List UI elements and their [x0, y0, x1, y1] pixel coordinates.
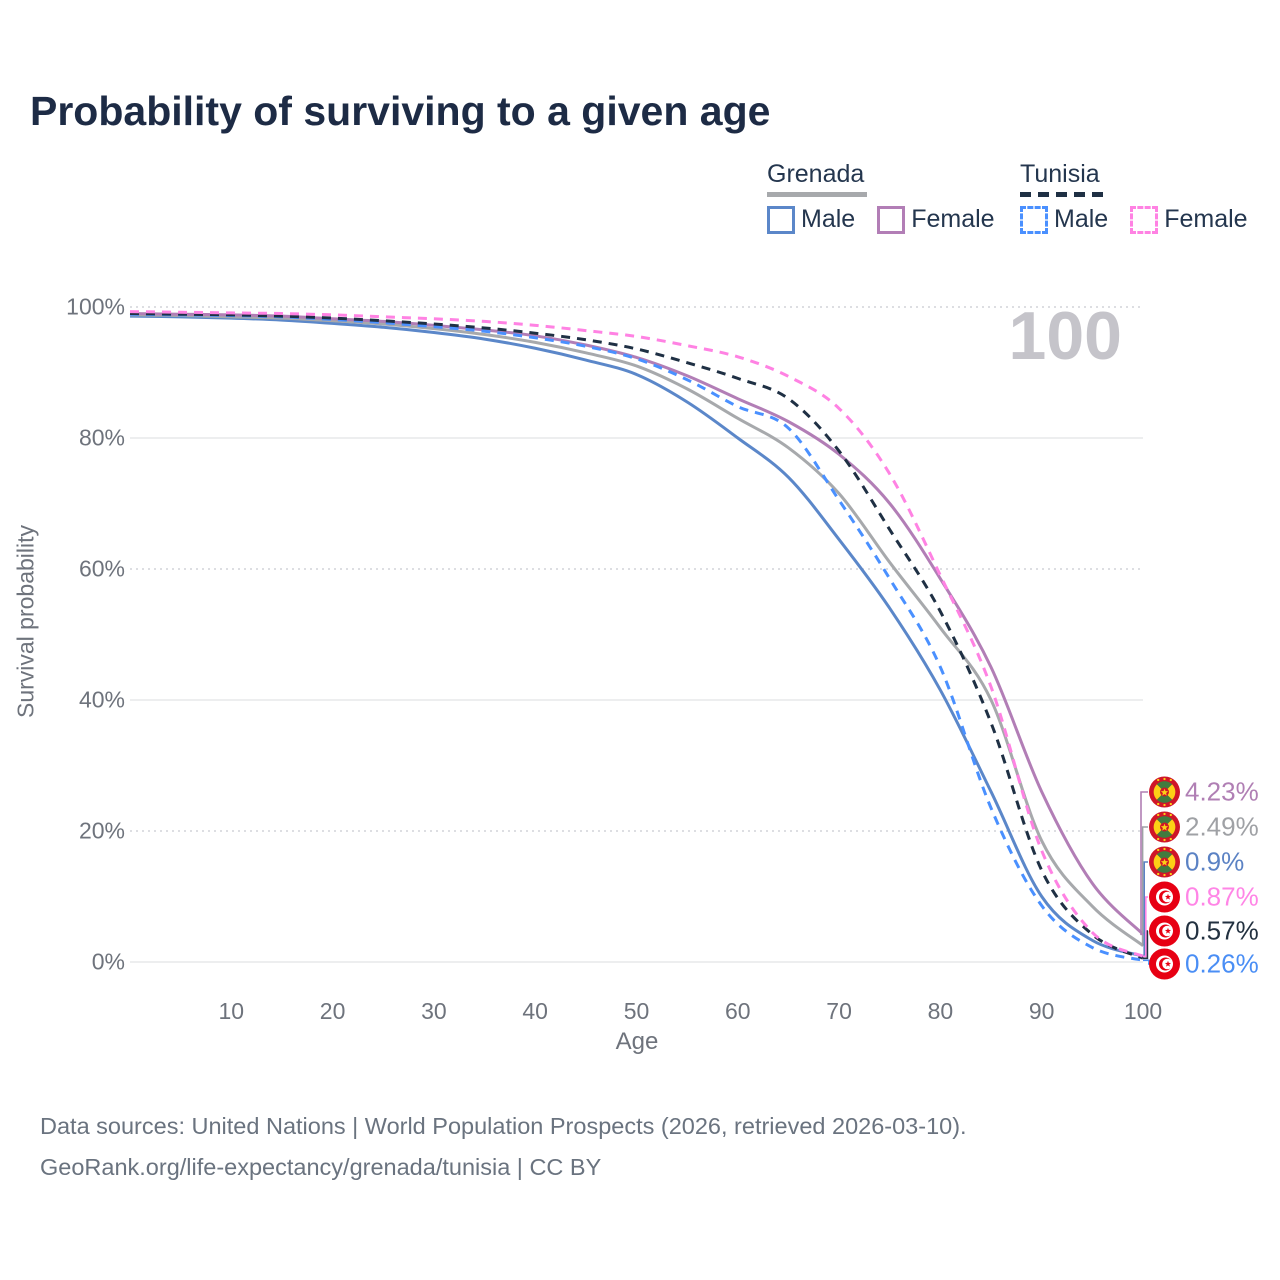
legend-item-grenada-female[interactable]: Female [877, 205, 995, 234]
legend-item-grenada-male[interactable]: Male [767, 205, 855, 234]
end-label-grenada-male: 0.9% [1149, 846, 1245, 878]
x-axis-label: Age [615, 1028, 659, 1055]
series-line-grenada-female[interactable] [129, 312, 1145, 936]
line-swatch-icon [1020, 205, 1048, 234]
footer: Data sources: United Nations | World Pop… [40, 1106, 967, 1188]
y-tick-0%: 0% [91, 948, 125, 975]
x-tick-70: 70 [826, 998, 852, 1024]
y-tick-100%: 100% [66, 293, 125, 320]
end-value: 4.23% [1185, 776, 1259, 807]
end-label-grenada: 2.49% [1149, 811, 1259, 843]
y-tick-20%: 20% [78, 817, 125, 844]
tunisia-flag-icon [1149, 915, 1180, 947]
end-value: 0.87% [1185, 881, 1259, 912]
end-label-connector-tunisia-female [1143, 896, 1148, 958]
legend-item-label: Female [1164, 205, 1248, 233]
legend-country-tunisia[interactable]: Tunisia [1020, 160, 1106, 197]
series-line-tunisia-female[interactable] [129, 310, 1144, 958]
end-label-connector-tunisia-male [1143, 959, 1150, 965]
end-value: 0.26% [1185, 948, 1259, 979]
x-tick-60: 60 [725, 998, 751, 1024]
legend-item-tunisia-female[interactable]: Female [1130, 205, 1248, 234]
y-axis-label: Survival probability [12, 524, 39, 719]
x-tick-90: 90 [1028, 998, 1055, 1024]
end-label-tunisia: 0.57% [1149, 915, 1259, 947]
legend-line-swatch-grenada [767, 192, 867, 197]
grenada-flag-icon [1149, 776, 1180, 808]
line-swatch-icon [877, 205, 906, 234]
series-line-grenada[interactable] [129, 313, 1144, 947]
data-sources-text: Data sources: United Nations | World Pop… [40, 1113, 967, 1139]
y-tick-40%: 40% [78, 686, 125, 713]
legend-group-grenada: Grenada Male Female [767, 160, 995, 234]
y-tick-60%: 60% [78, 555, 125, 582]
legend-group-tunisia: Tunisia Male Female [1020, 160, 1248, 234]
x-tick-80: 80 [927, 998, 954, 1024]
legend-line-swatch-tunisia [1020, 192, 1106, 197]
end-label-connector-grenada [1141, 826, 1148, 947]
end-label-connector-tunisia [1143, 930, 1149, 960]
x-tick-50: 50 [623, 998, 650, 1024]
legend-item-label: Female [911, 205, 995, 233]
x-tick-30: 30 [421, 998, 447, 1024]
x-tick-40: 40 [522, 998, 548, 1024]
tunisia-flag-icon [1149, 948, 1180, 980]
end-value: 2.49% [1185, 811, 1259, 842]
page-title: Probability of surviving to a given age [30, 88, 771, 134]
end-label-tunisia-female: 0.87% [1149, 881, 1259, 913]
series-line-tunisia[interactable] [129, 312, 1144, 960]
line-swatch-icon [1130, 205, 1159, 234]
legend-country-grenada[interactable]: Grenada [767, 160, 867, 197]
series-line-tunisia-male[interactable] [129, 312, 1144, 962]
legend-item-tunisia-male[interactable]: Male [1020, 205, 1108, 234]
line-swatch-icon [767, 205, 795, 234]
x-tick-10: 10 [218, 998, 245, 1024]
attribution-text: GeoRank.org/life-expectancy/grenada/tuni… [40, 1154, 602, 1181]
end-value: 0.57% [1185, 915, 1259, 946]
legend-item-label: Male [801, 205, 856, 233]
series-line-grenada-male[interactable] [129, 314, 1144, 958]
x-tick-20: 20 [319, 998, 346, 1024]
tunisia-flag-icon [1149, 881, 1180, 913]
legend-country-label: Tunisia [1020, 160, 1100, 188]
end-label-connector-grenada-female [1140, 791, 1148, 936]
legend-item-label: Male [1054, 205, 1109, 233]
y-tick-80%: 80% [78, 424, 125, 451]
legend-country-label: Grenada [767, 160, 865, 188]
grenada-flag-icon [1149, 846, 1180, 878]
end-value: 0.9% [1185, 846, 1245, 877]
hover-age-indicator: 100 [1008, 298, 1122, 374]
end-label-grenada-female: 4.23% [1149, 776, 1259, 808]
x-tick-100: 100 [1123, 998, 1163, 1024]
grenada-flag-icon [1149, 811, 1180, 843]
end-label-tunisia-male: 0.26% [1149, 948, 1259, 980]
